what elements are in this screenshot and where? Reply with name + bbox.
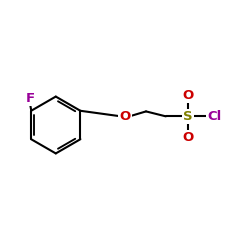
Text: O: O [120, 110, 130, 123]
Text: O: O [182, 131, 194, 144]
Text: S: S [183, 110, 193, 123]
Text: Cl: Cl [207, 110, 222, 123]
Text: O: O [182, 89, 194, 102]
Text: F: F [25, 92, 34, 105]
